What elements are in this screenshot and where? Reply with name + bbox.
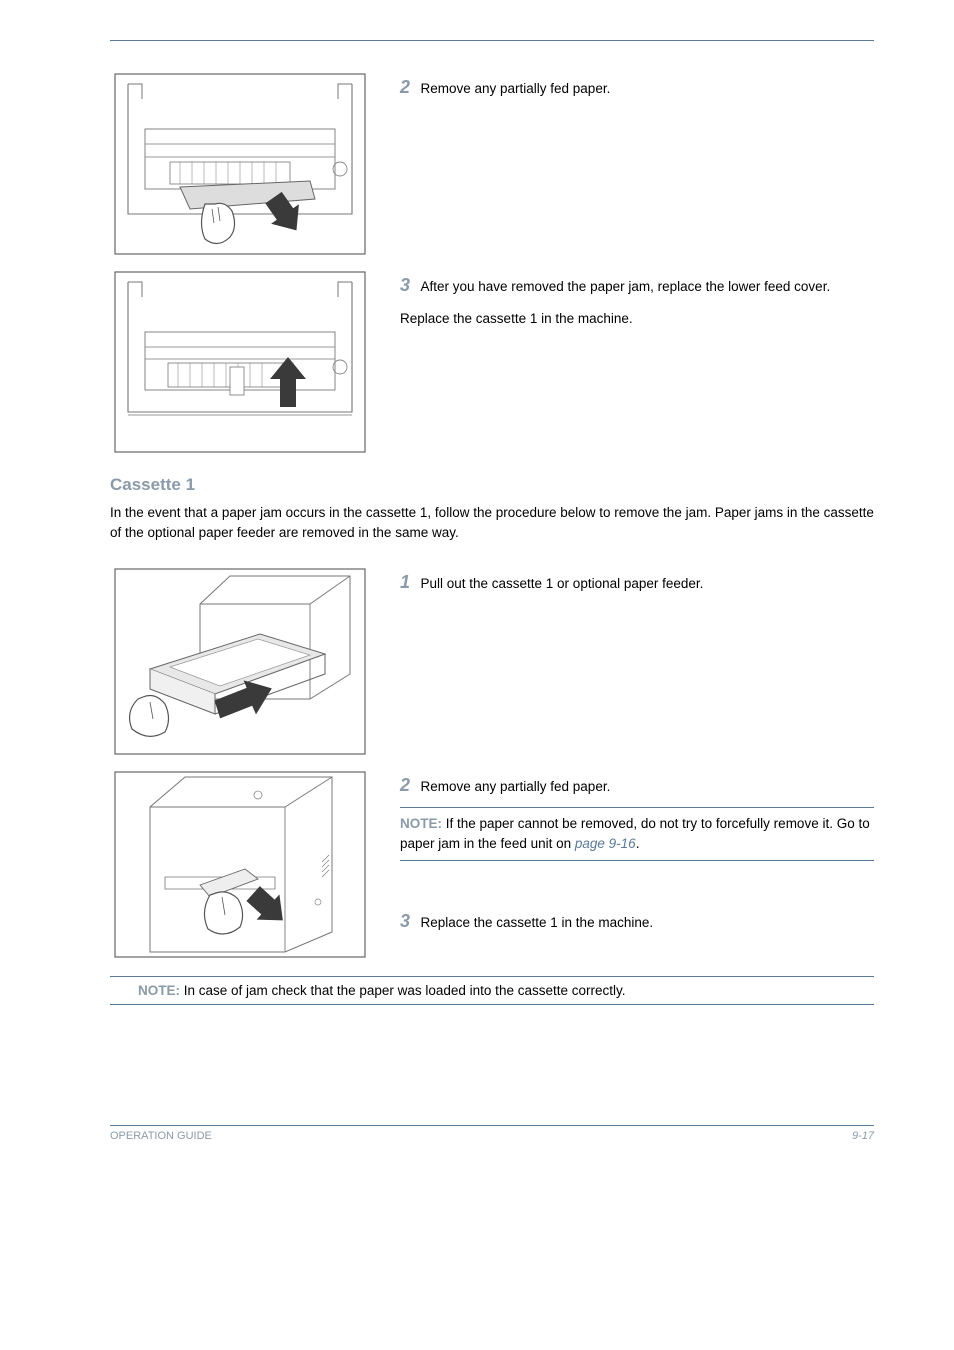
- bottom-note: NOTE: In case of jam check that the pape…: [110, 976, 874, 1005]
- cassette-step-3-number: 3: [400, 911, 410, 931]
- footer: OPERATION GUIDE 9-17: [110, 1125, 874, 1142]
- bottom-note-label: NOTE:: [138, 983, 180, 998]
- note-link[interactable]: page 9-16: [575, 836, 636, 851]
- step-3-sub: Replace the cassette 1 in the machine.: [400, 309, 874, 329]
- step-3-number: 3: [400, 275, 410, 295]
- step-2-figure: [110, 69, 370, 259]
- bottom-note-text: In case of jam check that the paper was …: [180, 983, 626, 998]
- step-3-figure: [110, 267, 370, 457]
- section-heading: Cassette 1: [110, 475, 874, 495]
- cassette-step-2-body: Remove any partially fed paper.: [420, 779, 610, 794]
- cassette-step-1-figure: [110, 564, 370, 759]
- footer-left: OPERATION GUIDE: [110, 1130, 212, 1142]
- note-text-2: .: [636, 836, 640, 851]
- step-3-row: 3 After you have removed the paper jam, …: [110, 267, 874, 457]
- step-2-number: 2: [400, 77, 410, 97]
- cassette-step-2-figure: [110, 767, 370, 962]
- cassette-step-3-body: Replace the cassette 1 in the machine.: [420, 915, 653, 930]
- cassette-step-2-number: 2: [400, 775, 410, 795]
- cassette-step-1-body: Pull out the cassette 1 or optional pape…: [420, 576, 703, 591]
- cassette-step-2-note: NOTE: If the paper cannot be removed, do…: [400, 807, 874, 862]
- section-para: In the event that a paper jam occurs in …: [110, 503, 874, 544]
- cassette-step-1-row: 1 Pull out the cassette 1 or optional pa…: [110, 564, 874, 759]
- step-3-body: After you have removed the paper jam, re…: [420, 279, 830, 294]
- step-2-row: 2 Remove any partially fed paper.: [110, 69, 874, 259]
- footer-right: 9-17: [852, 1130, 874, 1142]
- cassette-step-1-number: 1: [400, 572, 410, 592]
- note-label: NOTE:: [400, 816, 442, 831]
- cassette-step-2-row: 2 Remove any partially fed paper. NOTE: …: [110, 767, 874, 962]
- step-2-body: Remove any partially fed paper.: [420, 81, 610, 96]
